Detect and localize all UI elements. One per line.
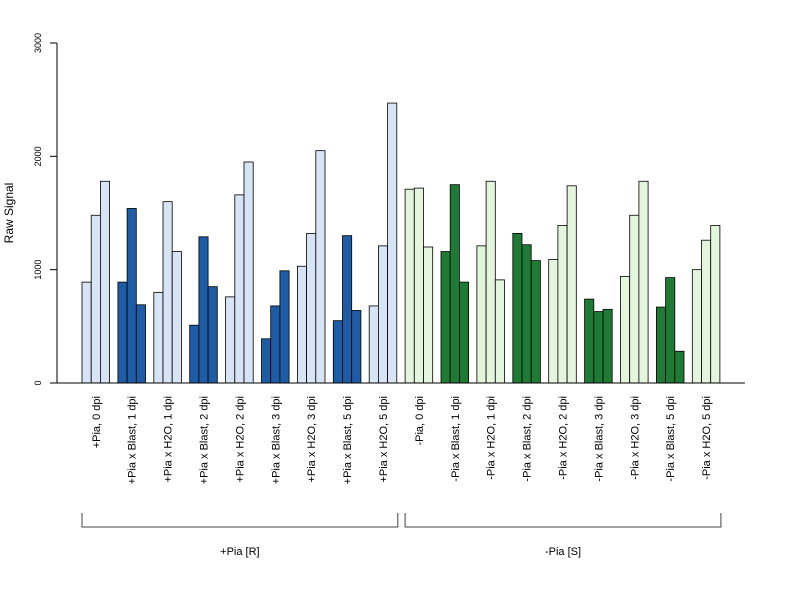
category-label: -Pia x Blast, 5 dpi (665, 396, 677, 482)
category-label: -Pia x H2O, 5 dpi (701, 396, 713, 480)
bar (296, 265, 307, 384)
bar (620, 276, 631, 384)
bar (351, 310, 362, 384)
bar (153, 291, 164, 384)
bar (629, 214, 640, 384)
category-label: +Pia x H2O, 3 dpi (306, 396, 318, 483)
bar (279, 270, 290, 384)
category-label: -Pia x Blast, 2 dpi (522, 396, 534, 482)
bar (171, 251, 182, 384)
category-label: -Pia x H2O, 2 dpi (558, 396, 570, 480)
bar (557, 225, 568, 384)
bar (476, 245, 487, 384)
category-label: +Pia, 0 dpi (91, 396, 103, 448)
bar (332, 320, 343, 384)
bar (638, 180, 649, 384)
group-bracket (81, 513, 399, 528)
bar (566, 185, 577, 384)
category-label: +Pia x Blast, 5 dpi (342, 396, 354, 484)
bar (117, 281, 128, 384)
group-label: +Pia [R] (220, 546, 259, 558)
category-label: -Pia x Blast, 1 dpi (450, 396, 462, 482)
y-axis: 0 1000 2000 3000 (33, 33, 58, 386)
bar (458, 281, 469, 384)
bar (270, 305, 281, 384)
category-label: -Pia, 0 dpi (414, 396, 426, 446)
category-label: +Pia x Blast, 2 dpi (199, 396, 211, 484)
y-tick-label: 3000 (33, 33, 43, 53)
bar (423, 246, 434, 384)
bar (593, 311, 604, 384)
bar (449, 184, 460, 384)
bar (189, 324, 200, 384)
bar (512, 232, 523, 384)
bar (691, 269, 702, 384)
group-bracket (404, 513, 722, 528)
bar (198, 236, 209, 384)
bar (602, 308, 613, 384)
bar (548, 259, 559, 384)
bar (162, 201, 173, 384)
group-label: -Pia [S] (545, 546, 581, 558)
bar (225, 296, 236, 384)
bar (440, 251, 451, 384)
bar (404, 188, 415, 384)
bar (100, 180, 111, 384)
bar (530, 260, 541, 384)
category-label: +Pia x H2O, 1 dpi (163, 396, 175, 483)
bar (521, 244, 532, 384)
bar (306, 232, 317, 384)
category-label: +Pia x H2O, 5 dpi (378, 396, 390, 483)
category-label: -Pia x Blast, 3 dpi (593, 396, 605, 482)
category-label: +Pia x Blast, 3 dpi (270, 396, 282, 484)
category-label: -Pia x H2O, 3 dpi (629, 396, 641, 480)
bar (485, 180, 496, 384)
bar (81, 281, 92, 384)
bar (710, 225, 721, 384)
bar (377, 245, 388, 384)
category-label: +Pia x Blast, 1 dpi (127, 396, 139, 484)
bar (674, 350, 685, 384)
group-brackets: +Pia [R] -Pia [S] (81, 513, 722, 558)
bar (387, 102, 398, 384)
bar (368, 305, 379, 384)
bar (584, 298, 595, 384)
category-labels: +Pia, 0 dpi +Pia x Blast, 1 dpi +Pia x H2O… (91, 396, 713, 484)
category-label: +Pia x H2O, 2 dpi (234, 396, 246, 483)
bar (413, 187, 424, 384)
y-axis-label: Raw Signal (2, 183, 16, 244)
bar (126, 208, 137, 384)
y-tick-label: 2000 (33, 146, 43, 166)
bar (90, 214, 101, 384)
y-tick-label: 0 (33, 380, 43, 385)
bar (207, 286, 218, 384)
category-label: -Pia x H2O, 1 dpi (486, 396, 498, 480)
bar (342, 235, 353, 384)
bar (234, 194, 245, 384)
bar (261, 338, 272, 384)
bars (81, 102, 721, 384)
bar (135, 304, 146, 384)
bar (665, 277, 676, 384)
bar (243, 161, 254, 384)
bar (701, 239, 712, 384)
bar (656, 306, 667, 384)
bar (315, 150, 326, 384)
y-tick-label: 1000 (33, 260, 43, 280)
bar (494, 279, 505, 384)
